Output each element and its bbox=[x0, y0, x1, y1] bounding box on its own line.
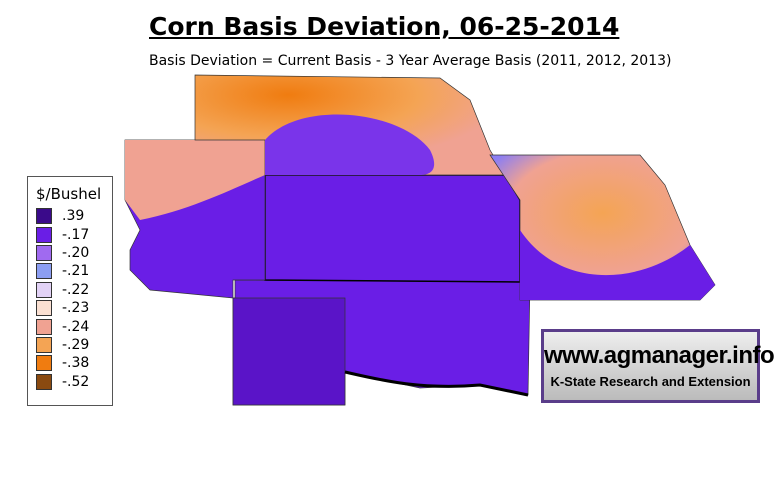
legend-item: -.22 bbox=[36, 281, 112, 299]
legend-swatch bbox=[36, 281, 52, 298]
legend-swatch bbox=[36, 244, 52, 261]
legend-label: -.21 bbox=[62, 263, 90, 280]
region-missouri-purple bbox=[520, 230, 715, 300]
legend-label: -.23 bbox=[62, 300, 90, 317]
legend-items: .39 -.17 -.20 -.21 -.22 -.23 -.24 -.29 -.38 -.52 bbox=[28, 207, 112, 391]
legend-label: .39 bbox=[62, 208, 85, 225]
legend-item: -.29 bbox=[36, 336, 112, 354]
legend-swatch bbox=[36, 318, 52, 335]
legend-item: -.21 bbox=[36, 262, 112, 280]
title: Corn Basis Deviation, 06-25-2014 bbox=[149, 12, 620, 41]
region-nebraska-purple bbox=[265, 114, 435, 175]
legend-swatch bbox=[36, 373, 52, 390]
legend-item: -.52 bbox=[36, 373, 112, 391]
legend-label: -.38 bbox=[62, 355, 90, 372]
legend-title: $/Bushel bbox=[36, 185, 102, 203]
river bbox=[344, 370, 529, 397]
legend-label: -.52 bbox=[62, 373, 90, 390]
logo-org: K-State Research and Extension bbox=[550, 374, 751, 389]
legend-swatch bbox=[36, 208, 52, 225]
legend-label: -.29 bbox=[62, 336, 90, 353]
legend-swatch bbox=[36, 300, 52, 317]
legend-label: -.20 bbox=[62, 244, 90, 261]
legend-item: -.17 bbox=[36, 225, 112, 243]
legend-item: -.24 bbox=[36, 317, 112, 335]
legend-label: -.24 bbox=[62, 318, 90, 335]
logo-url: www.agmanager.info bbox=[544, 342, 775, 369]
region-kansas bbox=[264, 174, 521, 283]
legend-label: -.22 bbox=[62, 281, 90, 298]
legend-swatch bbox=[36, 226, 52, 243]
legend: $/Bushel .39 -.17 -.20 -.21 -.22 -.23 -.24 -.29… bbox=[27, 176, 113, 406]
logo: www.agmanager.info K-State Research and … bbox=[541, 329, 775, 403]
legend-swatch bbox=[36, 336, 52, 353]
legend-item: -.23 bbox=[36, 299, 112, 317]
legend-swatch bbox=[36, 355, 52, 372]
region-texas bbox=[232, 297, 346, 406]
legend-item: .39 bbox=[36, 207, 112, 225]
legend-label: -.17 bbox=[62, 226, 90, 243]
legend-swatch bbox=[36, 263, 52, 280]
legend-item: -.20 bbox=[36, 244, 112, 262]
legend-item: -.38 bbox=[36, 354, 112, 372]
subtitle: Basis Deviation = Current Basis - 3 Year… bbox=[149, 53, 672, 69]
region-west-pink bbox=[125, 140, 265, 220]
